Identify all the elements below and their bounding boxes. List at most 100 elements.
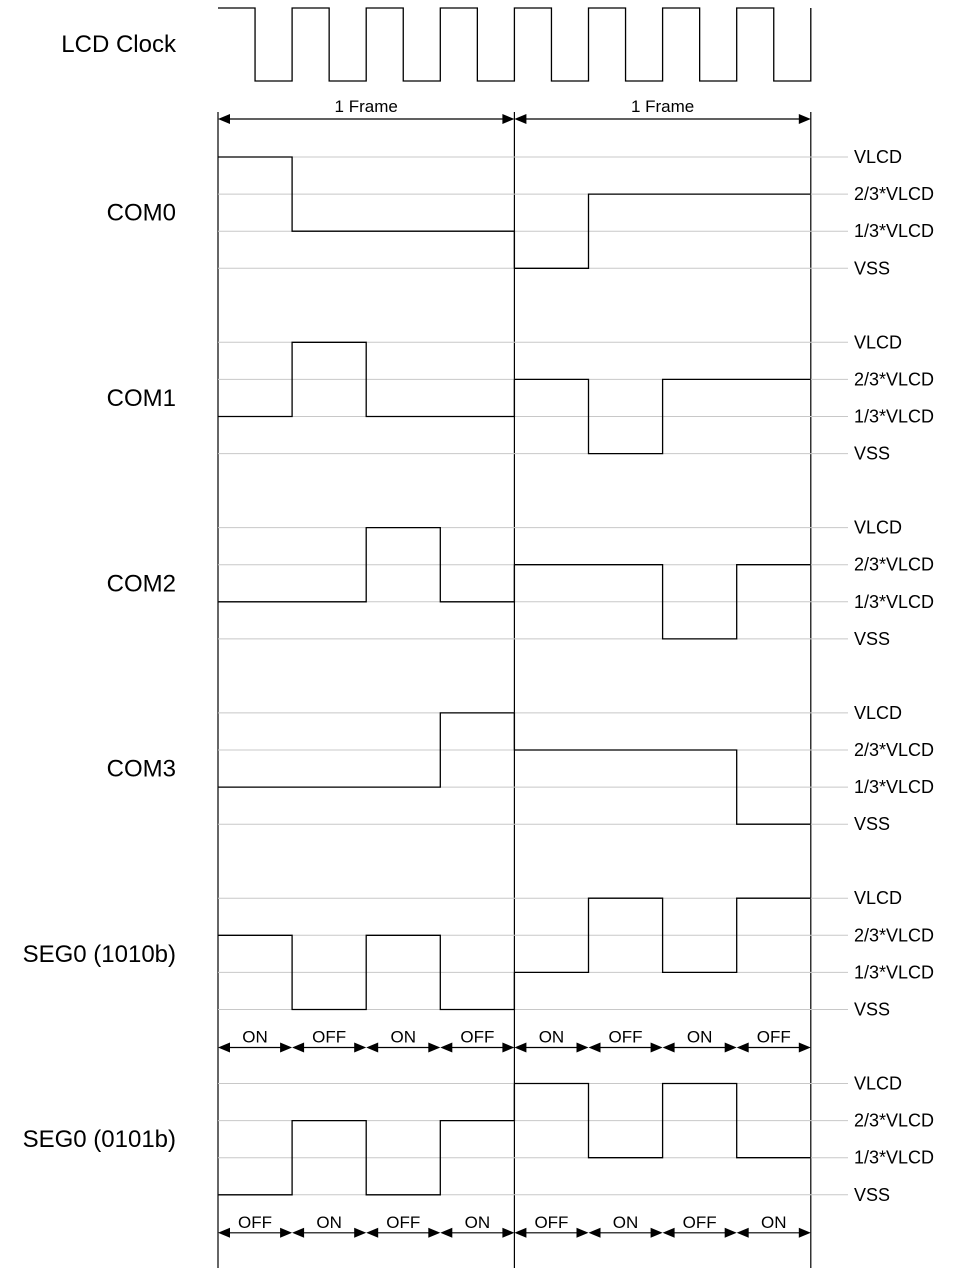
signal-name: COM0: [107, 200, 176, 227]
state-label: OFF: [609, 1028, 643, 1047]
lcd-clock-trace: [218, 7, 812, 82]
signal-4: VLCD 2/3*VLCD 1/3*VLCD VSS SEG0 (1010b) ON OFF…: [23, 888, 934, 1053]
level-label: 1/3*VLCD: [854, 962, 934, 982]
state-arrow-head-left: [440, 1227, 453, 1238]
state-arrow-head-right: [428, 1042, 441, 1053]
state-arrow-head-right: [576, 1042, 589, 1053]
signal-name: SEG0 (1010b): [23, 941, 176, 968]
state-label: OFF: [460, 1028, 494, 1047]
level-label: VLCD: [854, 703, 902, 723]
state-arrow-head-right: [502, 1227, 515, 1238]
level-label: 1/3*VLCD: [854, 592, 934, 612]
state-label: ON: [391, 1028, 417, 1047]
level-label: VSS: [854, 444, 890, 464]
level-label: 1/3*VLCD: [854, 1148, 934, 1168]
state-arrow-head-left: [366, 1042, 379, 1053]
state-arrow-head-right: [502, 1042, 515, 1053]
state-label: ON: [687, 1028, 713, 1047]
lcd-clock-label: LCD Clock: [61, 31, 177, 58]
state-arrow-head-right: [280, 1042, 293, 1053]
signal-1: VLCD 2/3*VLCD 1/3*VLCD VSS COM1: [107, 332, 934, 463]
level-label: 2/3*VLCD: [854, 555, 934, 575]
state-arrow-head-left: [662, 1042, 675, 1053]
signal-trace: [218, 156, 811, 269]
state-label: ON: [465, 1213, 491, 1232]
level-label: VSS: [854, 814, 890, 834]
state-arrow-head-left: [218, 1227, 230, 1238]
state-label: OFF: [386, 1213, 420, 1232]
state-label: ON: [613, 1213, 639, 1232]
state-label: ON: [539, 1028, 565, 1047]
frame-label-1: 1 Frame: [631, 97, 694, 116]
level-label: 2/3*VLCD: [854, 184, 934, 204]
level-label: VLCD: [854, 1074, 902, 1094]
signal-name: COM3: [107, 756, 176, 783]
state-arrow-head-left: [292, 1227, 305, 1238]
state-arrow-head-left: [736, 1227, 749, 1238]
signal-0: VLCD 2/3*VLCD 1/3*VLCD VSS COM0: [107, 147, 934, 278]
state-label: ON: [242, 1028, 268, 1047]
signal-trace: [218, 526, 811, 640]
signal-trace: [218, 897, 811, 1011]
frame-arrow-0-head-left: [218, 114, 230, 124]
state-label: ON: [316, 1213, 342, 1232]
state-label: OFF: [312, 1028, 346, 1047]
state-arrow-head-left: [292, 1042, 305, 1053]
state-arrow-head-right: [724, 1227, 737, 1238]
state-arrow-head-right: [280, 1227, 293, 1238]
signal-name: COM1: [107, 385, 176, 412]
frame-arrow-0-head-right: [502, 114, 515, 124]
state-arrow-head-right: [798, 1042, 811, 1053]
state-arrow-head-right: [354, 1227, 367, 1238]
frame-markers: 1 Frame 1 Frame: [217, 97, 812, 1268]
level-label: 1/3*VLCD: [854, 777, 934, 797]
state-label: OFF: [683, 1213, 717, 1232]
state-arrow-head-right: [576, 1227, 589, 1238]
state-arrow-head-left: [662, 1227, 675, 1238]
level-label: VSS: [854, 1000, 890, 1020]
state-arrow-head-left: [588, 1042, 601, 1053]
level-label: VLCD: [854, 147, 902, 167]
level-label: 1/3*VLCD: [854, 407, 934, 427]
state-arrow-head-right: [724, 1042, 737, 1053]
signal-5: VLCD 2/3*VLCD 1/3*VLCD VSS SEG0 (0101b) OFF ON…: [23, 1074, 934, 1238]
frame-arrow-1-head-left: [514, 114, 527, 124]
state-arrow-head-left: [514, 1042, 527, 1053]
level-label: 1/3*VLCD: [854, 221, 934, 241]
level-label: VLCD: [854, 518, 902, 538]
signal-name: COM2: [107, 570, 176, 597]
signal-waveforms: VLCD 2/3*VLCD 1/3*VLCD VSS COM0 VLCD 2/3*VLCD 1…: [23, 147, 934, 1238]
level-label: 2/3*VLCD: [854, 740, 934, 760]
lcd-clock-waveform: [218, 7, 812, 82]
level-label: 2/3*VLCD: [854, 369, 934, 389]
signal-trace: [218, 712, 811, 825]
signal-trace: [218, 1082, 811, 1196]
state-arrow-head-left: [588, 1227, 601, 1238]
state-arrow-head-right: [650, 1227, 663, 1238]
level-label: VSS: [854, 258, 890, 278]
state-arrow-head-left: [366, 1227, 379, 1238]
state-arrow-head-left: [440, 1042, 453, 1053]
state-arrow-head-right: [428, 1227, 441, 1238]
state-arrow-head-left: [514, 1227, 527, 1238]
level-label: 2/3*VLCD: [854, 1111, 934, 1131]
state-arrow-head-right: [354, 1042, 367, 1053]
level-label: VSS: [854, 629, 890, 649]
state-arrow-head-left: [736, 1042, 749, 1053]
signal-name: SEG0 (0101b): [23, 1126, 176, 1153]
state-label: OFF: [534, 1213, 568, 1232]
state-label: OFF: [757, 1028, 791, 1047]
frame-label-0: 1 Frame: [335, 97, 398, 116]
signal-3: VLCD 2/3*VLCD 1/3*VLCD VSS COM3: [107, 703, 934, 834]
state-label: OFF: [238, 1213, 272, 1232]
state-arrow-head-right: [650, 1042, 663, 1053]
level-label: VLCD: [854, 888, 902, 908]
signal-2: VLCD 2/3*VLCD 1/3*VLCD VSS COM2: [107, 518, 934, 649]
state-label: ON: [761, 1213, 787, 1232]
level-label: VLCD: [854, 332, 902, 352]
state-arrow-head-left: [218, 1042, 230, 1053]
signal-trace: [218, 341, 811, 455]
level-label: VSS: [854, 1185, 890, 1205]
frame-arrow-1-head-right: [798, 114, 811, 124]
